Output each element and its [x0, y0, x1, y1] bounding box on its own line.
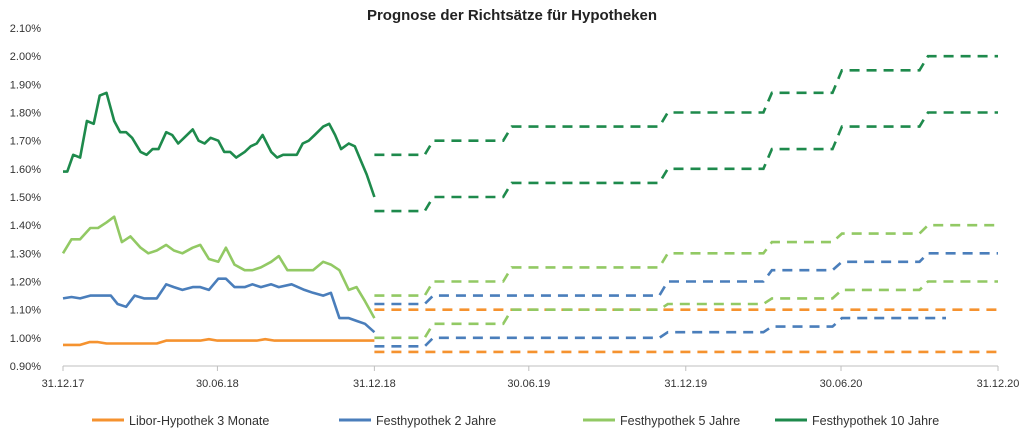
series-fest2: [62, 252, 998, 348]
series-fest5: [61, 215, 998, 340]
y-tick-label: 1.90%: [10, 79, 41, 91]
y-tick-label: 1.70%: [10, 136, 41, 148]
historical-line: [62, 277, 376, 334]
legend-label: Festhypothek 5 Jahre: [620, 414, 740, 428]
forecast-upper-line: [374, 252, 998, 306]
plot-area: [61, 54, 998, 354]
legend-item: Festhypothek 2 Jahre: [339, 414, 496, 428]
legend-item: Festhypothek 5 Jahre: [583, 414, 740, 428]
forecast-lower-line: [374, 280, 998, 340]
legend-item: Festhypothek 10 Jahre: [775, 414, 939, 428]
x-tick-label: 31.12.17: [42, 378, 85, 390]
historical-line: [63, 91, 376, 198]
y-tick-label: 1.50%: [10, 192, 41, 204]
y-axis: 0.90% 1.00% 1.10% 1.20% 1.30% 1.40% 1.50% 1.60%…: [10, 23, 41, 373]
series-fest10: [63, 54, 998, 213]
series-libor: [63, 308, 998, 354]
y-tick-label: 1.00%: [10, 333, 41, 345]
x-tick-label: 30.06.20: [820, 378, 863, 390]
y-tick-label: 1.80%: [10, 108, 41, 120]
chart-title: Prognose der Richtsätze für Hypotheken: [367, 7, 657, 24]
forecast-upper-line: [374, 223, 998, 297]
x-tick-label: 30.06.18: [196, 378, 239, 390]
forecast-lower-line: [374, 316, 946, 348]
legend-label: Libor-Hypothek 3 Monate: [129, 414, 269, 428]
forecast-lower-line: [374, 111, 998, 213]
x-axis: 31.12.17 30.06.18 31.12.18 30.06.19 31.12.19…: [42, 365, 1020, 390]
y-tick-label: 2.00%: [10, 51, 41, 63]
y-tick-label: 2.10%: [10, 23, 41, 35]
x-tick-label: 30.06.19: [507, 378, 550, 390]
x-tick-label: 31.12.18: [353, 378, 396, 390]
y-tick-label: 1.30%: [10, 248, 41, 260]
legend: Libor-Hypothek 3 Monate Festhypothek 2 Ja…: [92, 414, 939, 428]
x-tick-label: 31.12.20: [977, 378, 1020, 390]
y-tick-label: 0.90%: [10, 361, 41, 373]
historical-line: [63, 337, 375, 347]
legend-label: Festhypothek 10 Jahre: [812, 414, 939, 428]
legend-item: Libor-Hypothek 3 Monate: [92, 414, 269, 428]
y-tick-label: 1.60%: [10, 164, 41, 176]
forecast-upper-line: [374, 54, 998, 157]
historical-line: [61, 215, 376, 319]
x-tick-label: 31.12.19: [664, 378, 707, 390]
y-tick-label: 1.40%: [10, 220, 41, 232]
y-tick-label: 1.20%: [10, 277, 41, 289]
legend-label: Festhypothek 2 Jahre: [376, 414, 496, 428]
y-tick-label: 1.10%: [10, 305, 41, 317]
